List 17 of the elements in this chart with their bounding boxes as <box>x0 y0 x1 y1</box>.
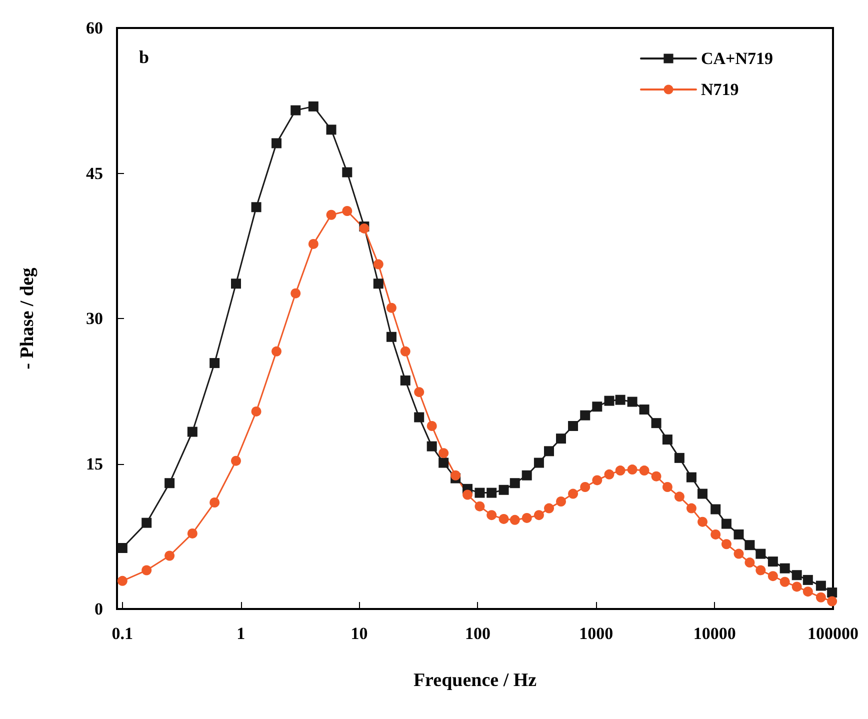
y-tick-label: 15 <box>86 454 103 474</box>
x-tick-label: 100 <box>464 624 490 643</box>
x-tick-label: 10 <box>350 624 368 643</box>
y-axis-title: - Phase / deg <box>17 267 38 370</box>
x-tick-label: 0.1 <box>112 624 134 643</box>
x-tick-label: 100000 <box>808 624 858 643</box>
x-tick-label: 1000 <box>579 624 614 643</box>
y-tick-label: 45 <box>86 164 103 183</box>
y-tick-label: 60 <box>86 18 103 38</box>
x-tick-label: 1 <box>236 624 246 643</box>
y-tick-label: 30 <box>86 309 103 328</box>
y-tick-label: 0 <box>94 600 103 618</box>
legend-label: CA+N719 <box>700 49 774 68</box>
annotation: b <box>139 47 150 67</box>
x-axis-title: Frequence / Hz <box>413 670 538 691</box>
x-tick-label: 10000 <box>693 624 736 643</box>
legend-label: N719 <box>700 80 739 99</box>
